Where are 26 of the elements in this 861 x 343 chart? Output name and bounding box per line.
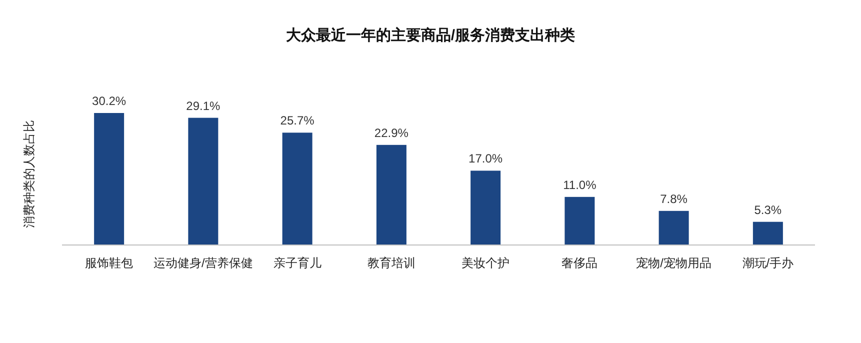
data-label: 22.9%: [374, 126, 409, 140]
bar: [658, 210, 689, 245]
data-label: 7.8%: [660, 192, 688, 206]
bar: [282, 132, 312, 245]
data-label: 30.2%: [92, 94, 126, 108]
x-tick-label: 教育培训: [367, 256, 416, 270]
bar: [94, 113, 124, 245]
x-tick-label: 奢侈品: [562, 256, 598, 270]
data-label: 11.0%: [563, 178, 597, 192]
data-label: 5.3%: [754, 202, 782, 217]
x-tick-label: 运动健身/营养保健: [154, 256, 253, 270]
x-tick-label: 宠物/宠物用品: [636, 256, 712, 270]
bar: [376, 144, 406, 245]
data-label: 17.0%: [468, 152, 503, 166]
x-tick-label: 潮玩/手办: [742, 256, 794, 270]
x-tick-label: 服饰鞋包: [85, 256, 134, 270]
chart-title: 大众最近一年的主要商品/服务消费支出种类: [286, 26, 576, 44]
x-tick-label: 美妆个护: [462, 256, 510, 270]
bar: [188, 118, 218, 245]
bar: [470, 170, 501, 245]
y-axis-title: 消费种类的人数占比: [22, 120, 36, 228]
data-label: 29.1%: [186, 98, 221, 113]
data-label: 25.7%: [280, 114, 315, 128]
bar: [752, 222, 783, 245]
bar: [564, 196, 595, 245]
x-tick-label: 亲子育儿: [273, 256, 322, 270]
